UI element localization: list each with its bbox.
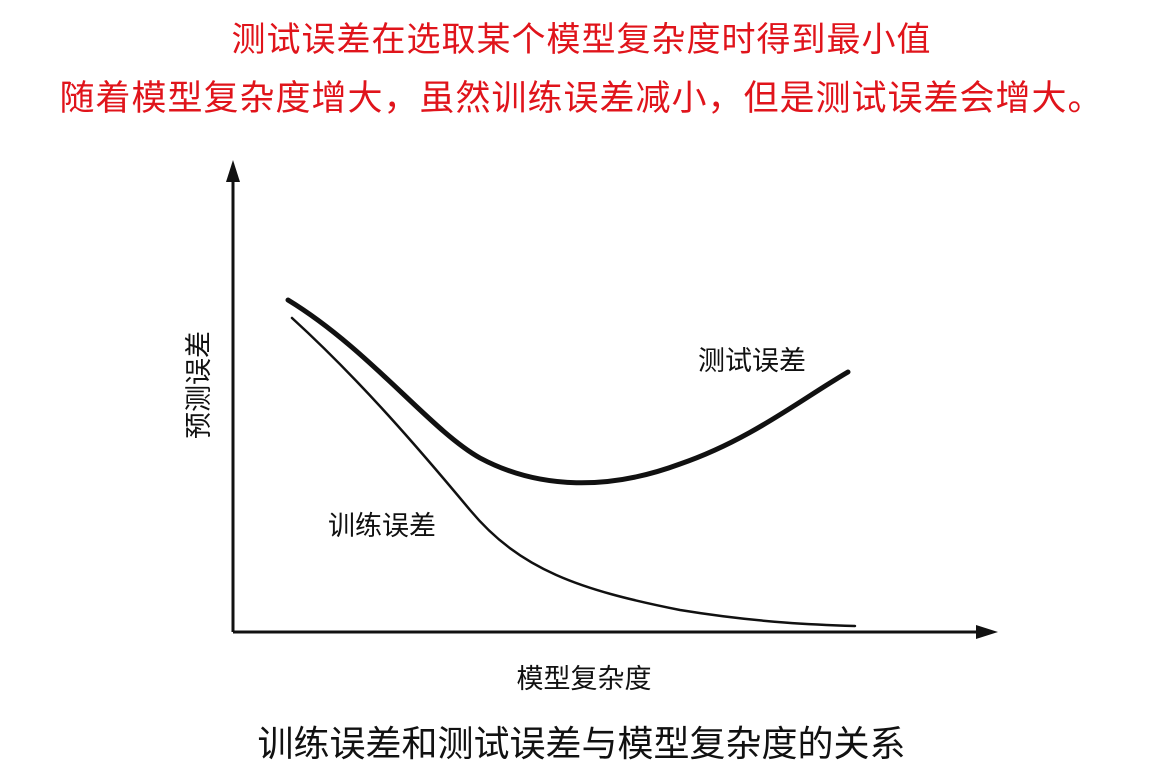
figure-caption: 训练误差和测试误差与模型复杂度的关系	[257, 724, 906, 765]
training-error-label: 训练误差	[328, 511, 436, 542]
training-error-curve	[290, 316, 857, 628]
x-axis-label: 模型复杂度	[517, 664, 652, 695]
test-error-label: 测试误差	[698, 346, 806, 377]
x-axis-arrow-icon	[976, 625, 998, 639]
annotation-line-1: 测试误差在选取某个模型复杂度时得到最小值	[231, 20, 932, 60]
y-axis-label: 预测误差	[184, 331, 215, 439]
test-error-curve	[285, 297, 851, 486]
annotation-line-2: 随着模型复杂度增大，虽然训练误差减小，但是测试误差会增大。	[59, 79, 1104, 119]
y-axis-arrow-icon	[226, 160, 240, 182]
